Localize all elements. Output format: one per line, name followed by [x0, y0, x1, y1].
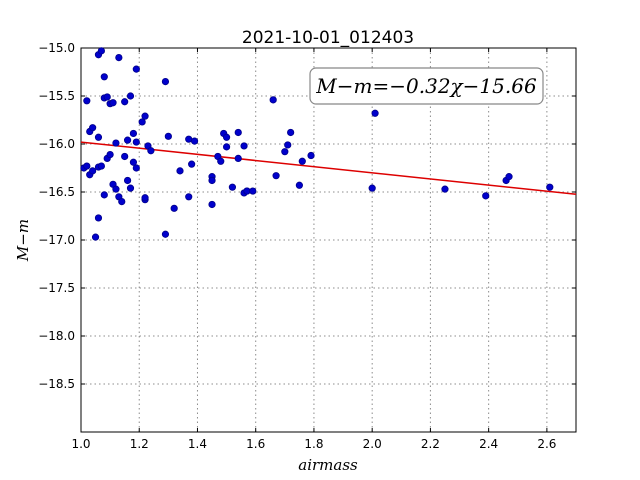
x-tick-label: 2.6	[537, 437, 556, 451]
data-point	[240, 142, 248, 150]
data-point	[269, 96, 277, 104]
data-point	[132, 164, 140, 172]
data-point	[115, 53, 123, 62]
data-point	[132, 138, 140, 146]
y-tick-label: −15.5	[38, 89, 75, 103]
data-point	[170, 204, 178, 212]
data-point	[83, 97, 91, 105]
data-point	[505, 173, 513, 181]
data-point	[132, 65, 140, 73]
data-point	[217, 157, 225, 165]
data-point	[441, 185, 449, 193]
data-point	[307, 151, 315, 160]
y-tick-label: −16.5	[38, 185, 75, 199]
x-tick-label: 1.0	[71, 437, 90, 451]
data-point	[298, 157, 306, 165]
data-point	[272, 172, 280, 180]
data-point	[83, 162, 91, 170]
y-tick-label: −17.0	[38, 233, 75, 247]
data-point	[147, 147, 155, 155]
y-tick-label: −18.5	[38, 377, 75, 391]
y-tick-label: −18.0	[38, 329, 75, 343]
data-point	[249, 187, 257, 195]
grid	[80, 47, 576, 432]
data-point	[129, 158, 138, 166]
data-point	[100, 73, 108, 81]
x-axis-label: airmass	[298, 456, 358, 474]
data-point	[97, 47, 105, 55]
data-point	[368, 184, 376, 192]
y-tick-label: −16.0	[38, 137, 75, 151]
data-point	[126, 184, 135, 192]
data-point	[121, 152, 129, 161]
data-point	[97, 162, 105, 170]
data-point	[482, 192, 490, 200]
fit-legend-box: M−m=−0.32χ−15.66	[309, 67, 544, 105]
data-point	[161, 78, 170, 86]
data-point	[234, 154, 242, 162]
data-point	[141, 194, 149, 202]
data-point	[123, 176, 132, 185]
data-point	[106, 150, 114, 159]
data-point	[100, 191, 108, 199]
fit-equation-label: M−m=−0.32χ−15.66	[315, 74, 537, 98]
y-axis-label: M−m	[14, 219, 32, 262]
data-point	[112, 139, 120, 147]
data-point	[118, 198, 126, 206]
data-point	[284, 141, 292, 149]
data-point	[112, 185, 120, 193]
axis-ticks: 1.0 1.2 1.4 1.6 1.8 2.0 2.2 2.4 2.6 −15.0 −15.5 −16…	[38, 41, 576, 451]
data-points	[80, 47, 554, 241]
y-tick-label: −15.0	[38, 41, 75, 55]
x-tick-label: 2.2	[421, 437, 440, 451]
data-point	[228, 183, 237, 191]
data-point	[121, 98, 129, 106]
x-tick-label: 1.4	[188, 437, 207, 451]
data-point	[164, 132, 172, 140]
data-point	[126, 92, 135, 100]
data-point	[188, 160, 196, 168]
data-point	[91, 233, 100, 241]
data-point	[546, 183, 554, 191]
data-point	[234, 128, 242, 137]
x-tick-label: 1.8	[304, 437, 323, 451]
data-point	[94, 133, 103, 141]
data-point	[89, 124, 97, 132]
x-tick-label: 2.0	[363, 437, 382, 451]
data-point	[176, 167, 184, 175]
data-point	[295, 181, 303, 189]
data-point	[190, 137, 199, 145]
data-point	[138, 118, 146, 126]
data-point	[161, 230, 170, 238]
fit-line	[80, 141, 577, 196]
data-point	[89, 167, 97, 175]
data-point	[141, 112, 149, 120]
chart-title: 2021-10-01_012403	[242, 28, 414, 48]
data-point	[123, 136, 132, 144]
data-point	[185, 193, 193, 201]
x-tick-label: 2.4	[479, 437, 498, 451]
y-tick-label: −17.5	[38, 281, 75, 295]
data-point	[208, 176, 216, 185]
data-point	[208, 200, 216, 209]
data-point	[94, 214, 103, 222]
data-point	[109, 99, 117, 107]
data-point	[103, 93, 111, 101]
data-point	[281, 148, 289, 156]
x-tick-label: 1.6	[246, 437, 265, 451]
data-point	[222, 133, 231, 141]
data-point	[222, 143, 231, 151]
data-point	[287, 128, 295, 137]
data-point	[129, 129, 138, 138]
data-point	[371, 109, 379, 117]
x-tick-label: 1.2	[130, 437, 149, 451]
